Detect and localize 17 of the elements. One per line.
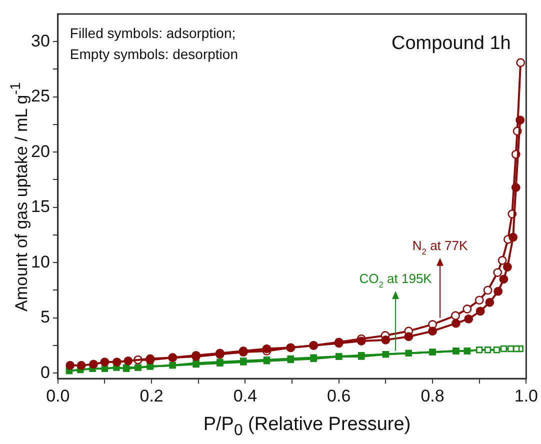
annotation: Empty symbols: desorption [70, 46, 238, 62]
annotation: Filled symbols: adsorption; [70, 25, 236, 41]
y-tick-label: 15 [30, 197, 50, 216]
y-tick-label: 0 [40, 362, 50, 382]
y-tick-label: 25 [30, 86, 50, 106]
x-axis-title: P/P$_{0}$ (Relative Pressure) [202, 414, 412, 440]
y-tick-label: 10 [30, 252, 50, 272]
x-tick-label: 0.2 [140, 386, 164, 406]
y-tick-label: 30 [30, 31, 50, 50]
x-tick-label: 0.8 [420, 386, 444, 406]
x-tick-label: 0.6 [327, 386, 351, 406]
x-tick-label: 0.0 [46, 386, 70, 406]
x-tick-label: 0.4 [233, 386, 258, 406]
y-tick-label: 5 [40, 308, 50, 327]
x-tick-label: 1.0 [514, 386, 538, 406]
text: Compound 1h [392, 33, 511, 54]
y-tick-label: 20 [30, 142, 50, 161]
